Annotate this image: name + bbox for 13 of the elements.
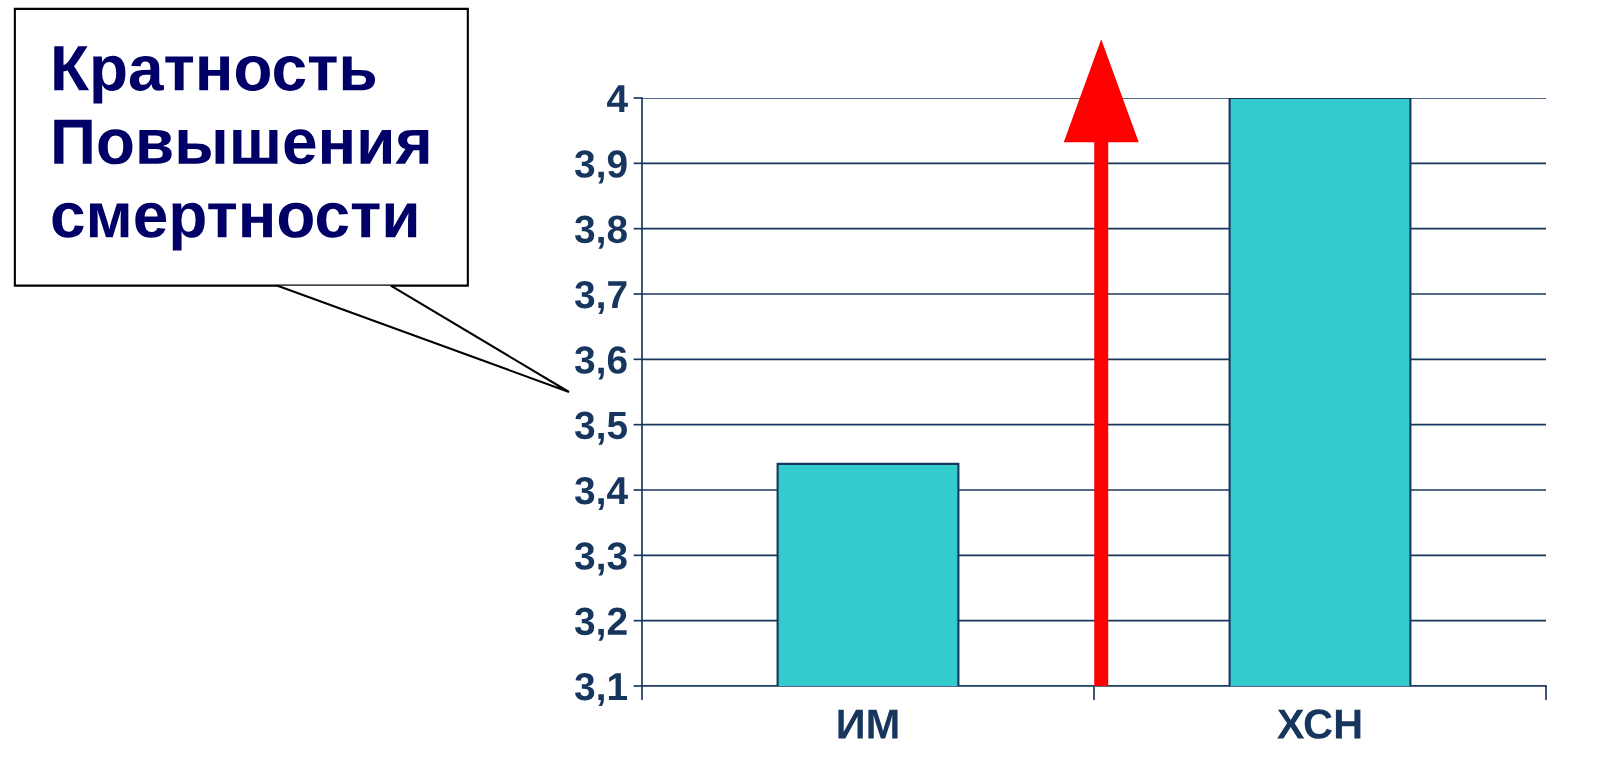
y-tick-label: 3,9 [574,150,627,184]
y-tick-label: 3,3 [574,542,627,576]
y-tick-label: 3,1 [574,672,628,707]
y-tick-label: 3,2 [574,607,627,641]
y-tick-label: 3,7 [574,280,627,315]
x-tick-label: ИМ [838,709,898,739]
y-tick-label: 3,6 [574,346,627,380]
y-tick-label: 4 [607,85,628,113]
x-tick-label: ХСН [1277,709,1361,739]
y-tick-label: 3,8 [574,215,627,249]
y-tick-label: 3,5 [574,411,628,445]
y-tick-label: 3,4 [574,476,628,511]
text: Кратность Повышения смертности [52,46,429,251]
